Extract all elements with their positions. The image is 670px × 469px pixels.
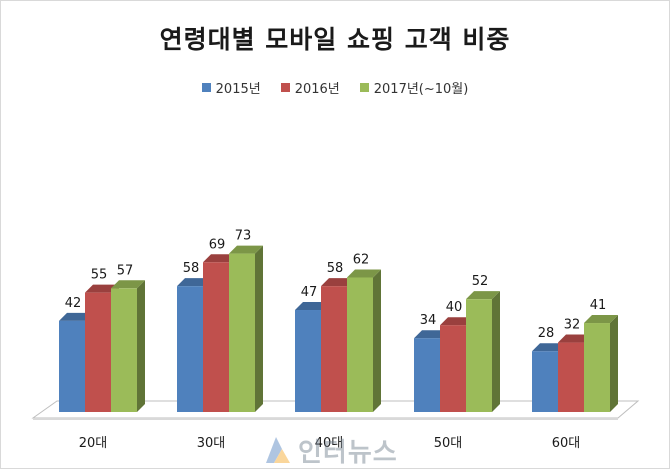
chart-floor-edge (33, 418, 618, 420)
legend-label-2016: 2016년 (294, 82, 340, 97)
category-label-2: 40대 (315, 436, 344, 451)
watermark-text: 인터뉴스 (298, 437, 398, 468)
bar-3-0 (414, 338, 440, 412)
bar-4-0 (532, 351, 558, 412)
data-label-0-0: 42 (65, 296, 82, 311)
category-label-1: 30대 (197, 436, 226, 451)
watermark-logo-icon (266, 437, 290, 463)
data-label-1-2: 73 (235, 229, 252, 244)
data-label-4-2: 41 (590, 298, 607, 313)
bar-0-1 (85, 292, 111, 412)
bar-top-4-0 (532, 343, 566, 352)
bar-side-1-2 (255, 245, 263, 412)
legend-swatch-2015 (201, 83, 211, 92)
bar-top-2-0 (295, 302, 329, 311)
bar-top-4-2 (584, 315, 618, 324)
legend-swatch-2017 (359, 83, 369, 92)
data-label-2-0: 47 (301, 285, 318, 300)
bar-top-3-0 (414, 330, 448, 339)
chart-title: 연령대별 모바일 쇼핑 고객 비중 (159, 25, 511, 54)
watermark: 인터뉴스 (262, 432, 398, 468)
legend-item-2017: 2017년(~10월) (359, 78, 469, 97)
bar-4-2 (584, 323, 610, 412)
bar-top-1-2 (229, 245, 263, 254)
legend-item-2016: 2016년 (280, 78, 340, 97)
data-label-3-0: 34 (420, 313, 437, 328)
category-label-3: 50대 (434, 436, 463, 451)
data-label-4-1: 32 (564, 318, 581, 333)
legend-label-2015: 2015년 (215, 82, 261, 97)
bar-0-2 (111, 288, 137, 412)
bar-side-2-2 (373, 269, 381, 412)
bar-side-3-2 (492, 291, 500, 412)
data-label-0-2: 57 (117, 263, 134, 278)
bar-top-4-1 (558, 334, 592, 343)
bar-2-0 (295, 310, 321, 412)
data-label-1-1: 69 (209, 237, 226, 252)
bar-1-1 (203, 262, 229, 412)
bar-top-1-1 (203, 254, 237, 263)
bar-top-2-1 (321, 278, 355, 287)
bar-side-0-2 (137, 280, 145, 412)
legend-item-2015: 2015년 (201, 78, 261, 97)
bar-side-4-2 (610, 315, 618, 412)
bar-2-2 (347, 277, 373, 412)
legend-label-2017: 2017년(~10월) (373, 82, 469, 97)
bar-3-1 (440, 325, 466, 412)
legend-swatch-2016 (280, 83, 290, 92)
bar-top-0-1 (85, 284, 119, 293)
bar-top-0-2 (111, 280, 145, 289)
data-label-0-1: 55 (91, 268, 108, 283)
bar-1-2 (229, 253, 255, 412)
bar-3-2 (466, 299, 492, 412)
data-label-1-0: 58 (183, 261, 200, 276)
data-label-4-0: 28 (538, 326, 555, 341)
data-label-2-1: 58 (327, 261, 344, 276)
bar-top-2-2 (347, 269, 381, 278)
category-label-0: 20대 (79, 436, 108, 451)
bar-0-0 (59, 320, 85, 412)
bar-top-0-0 (59, 312, 93, 321)
bar-2-1 (321, 286, 347, 412)
data-label-3-2: 52 (472, 274, 489, 289)
bar-top-3-1 (440, 317, 474, 326)
data-label-2-2: 62 (353, 252, 370, 267)
bar-1-0 (177, 286, 203, 412)
bar-top-3-2 (466, 291, 500, 300)
category-label-4: 60대 (552, 436, 581, 451)
chart-legend: 2015년 2016년 2017년(~10월) (0, 78, 670, 97)
bar-top-1-0 (177, 278, 211, 287)
bar-4-1 (558, 342, 584, 412)
data-label-3-1: 40 (446, 300, 463, 315)
